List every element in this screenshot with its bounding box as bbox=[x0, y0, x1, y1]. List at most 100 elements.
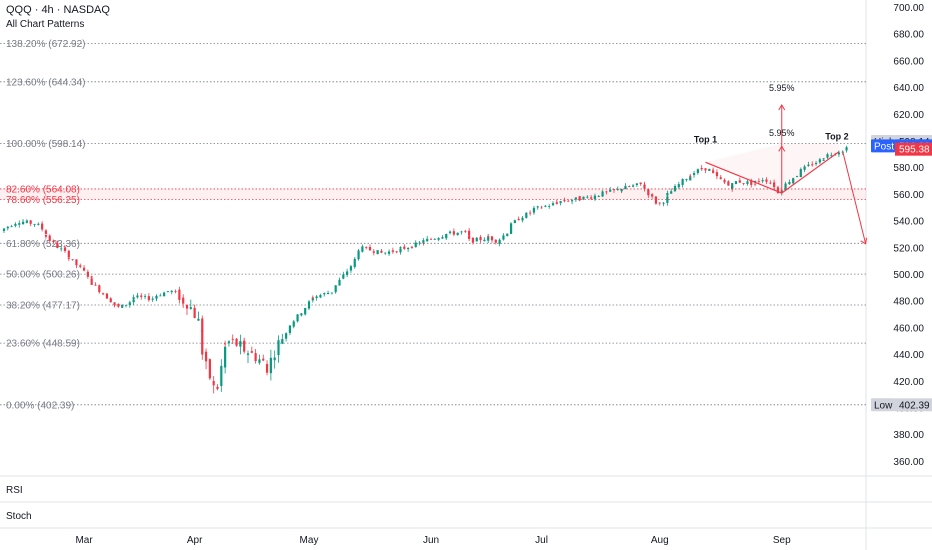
candle bbox=[704, 168, 707, 174]
candle bbox=[612, 188, 616, 193]
candle bbox=[246, 350, 250, 364]
y-tick-label: 460.00 bbox=[893, 323, 924, 334]
candle bbox=[220, 359, 223, 392]
arrow-head bbox=[860, 237, 868, 245]
candle bbox=[567, 199, 570, 202]
candle bbox=[136, 292, 139, 299]
candle bbox=[258, 354, 261, 365]
candle bbox=[44, 233, 48, 239]
y-tick-label: 520.00 bbox=[893, 243, 924, 254]
candle bbox=[174, 289, 177, 294]
candle bbox=[334, 285, 337, 294]
candle bbox=[700, 165, 703, 171]
candle bbox=[2, 228, 6, 233]
candle bbox=[689, 173, 692, 177]
candle bbox=[349, 265, 353, 273]
candle bbox=[311, 295, 314, 300]
candle bbox=[235, 338, 238, 347]
candle bbox=[21, 219, 25, 223]
candle bbox=[307, 300, 311, 311]
candle bbox=[224, 340, 227, 347]
candle bbox=[25, 219, 28, 224]
candle bbox=[143, 294, 147, 300]
candle bbox=[776, 185, 780, 194]
candle bbox=[635, 183, 638, 187]
candle bbox=[182, 294, 185, 308]
candle bbox=[60, 245, 63, 252]
candle bbox=[666, 190, 669, 198]
candle bbox=[590, 195, 593, 201]
candle bbox=[254, 349, 257, 364]
candle bbox=[719, 175, 722, 180]
candle bbox=[468, 233, 471, 242]
candle bbox=[845, 145, 848, 153]
arrow-head bbox=[778, 145, 786, 152]
candle bbox=[29, 219, 32, 227]
candle bbox=[818, 157, 821, 164]
fib-label: 38.20% (477.17) bbox=[6, 300, 80, 311]
rsi-pane-label[interactable]: RSI bbox=[6, 485, 23, 496]
candle bbox=[79, 263, 82, 269]
candle bbox=[365, 246, 368, 250]
top2-label: Top 2 bbox=[825, 132, 848, 142]
candle bbox=[56, 240, 59, 249]
candle bbox=[357, 248, 360, 255]
candle bbox=[734, 180, 738, 185]
fib-label: 23.60% (448.59) bbox=[6, 339, 80, 350]
y-tick-label: 420.00 bbox=[893, 377, 924, 388]
candle bbox=[563, 197, 566, 203]
candle bbox=[380, 248, 383, 254]
candle bbox=[799, 167, 802, 177]
candle bbox=[212, 376, 215, 394]
fib-label: 138.20% (672.92) bbox=[6, 39, 86, 50]
candle bbox=[18, 220, 21, 228]
top1-label: Top 1 bbox=[694, 134, 717, 144]
candle bbox=[765, 177, 768, 185]
candle bbox=[41, 221, 44, 232]
candle bbox=[342, 271, 345, 280]
candle bbox=[407, 247, 410, 252]
candle bbox=[677, 181, 680, 190]
candle bbox=[532, 205, 536, 214]
y-tick-label: 580.00 bbox=[893, 163, 924, 174]
candle bbox=[52, 239, 55, 244]
candle bbox=[586, 195, 589, 199]
candle bbox=[250, 346, 253, 354]
candle bbox=[323, 292, 326, 297]
candle bbox=[727, 180, 730, 186]
candle bbox=[113, 303, 116, 308]
candle bbox=[502, 233, 505, 241]
candle bbox=[82, 265, 86, 272]
candle bbox=[147, 293, 150, 302]
candle bbox=[692, 170, 696, 178]
candle bbox=[593, 193, 597, 201]
candle bbox=[216, 384, 219, 391]
candle bbox=[414, 240, 417, 248]
candle bbox=[445, 233, 448, 239]
candle bbox=[376, 250, 379, 255]
stoch-pane-label[interactable]: Stoch bbox=[6, 511, 32, 522]
candle bbox=[346, 268, 349, 278]
y-tick-label: 560.00 bbox=[893, 190, 924, 201]
candle bbox=[224, 345, 227, 374]
candle bbox=[487, 234, 490, 238]
candle bbox=[658, 202, 661, 206]
candle bbox=[429, 237, 433, 240]
candle bbox=[269, 349, 272, 381]
fib-label: 78.60% (556.25) bbox=[6, 195, 80, 206]
candle bbox=[837, 150, 841, 158]
candle bbox=[792, 177, 795, 185]
x-tick-label: Sep bbox=[773, 535, 791, 546]
candle bbox=[540, 205, 543, 209]
candle bbox=[822, 158, 825, 160]
candle bbox=[643, 181, 646, 192]
candle bbox=[521, 216, 524, 223]
candle bbox=[460, 230, 463, 235]
y-tick-label: 500.00 bbox=[893, 270, 924, 281]
candle bbox=[795, 175, 799, 178]
candle bbox=[757, 178, 760, 184]
fib-zone bbox=[0, 188, 866, 200]
candle bbox=[14, 222, 17, 228]
